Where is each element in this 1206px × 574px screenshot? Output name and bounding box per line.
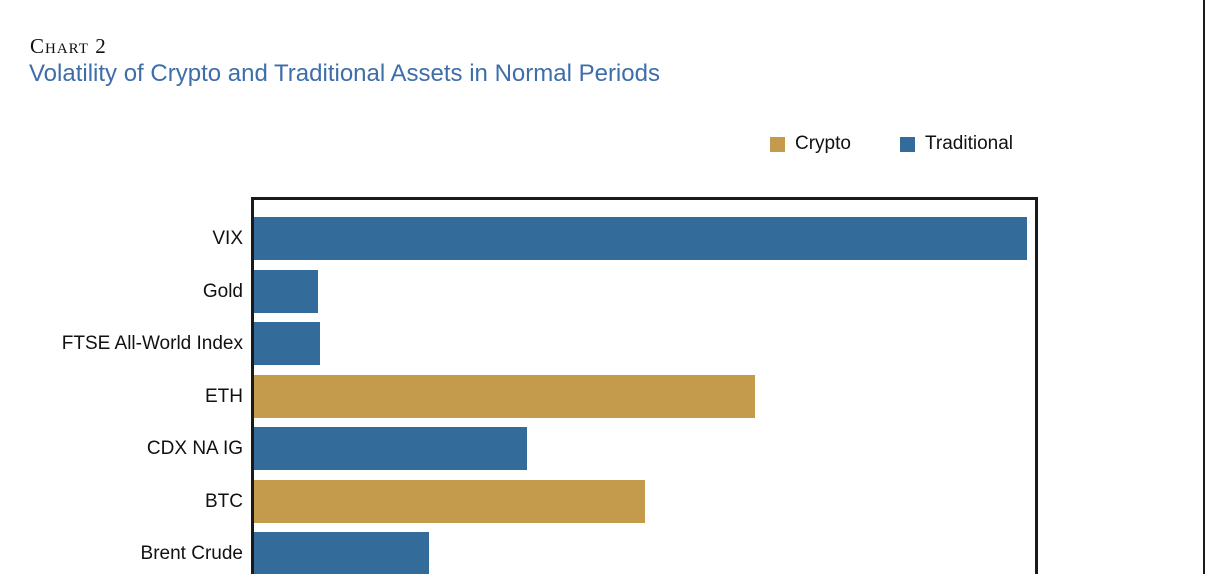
- crypto-swatch-icon: [770, 136, 785, 152]
- legend-label-traditional: Traditional: [925, 133, 1014, 154]
- category-label-gold: Gold: [202, 280, 243, 302]
- plot-area: [251, 197, 1038, 574]
- chart-title: Volatility of Crypto and Traditional Ass…: [29, 60, 660, 87]
- chart-legend: Crypto Traditional: [0, 133, 1206, 155]
- category-label-brent-crude: Brent Crude: [140, 542, 243, 564]
- category-label-ftse-all-world-index: FTSE All-World Index: [61, 332, 243, 354]
- legend-item-traditional: Traditional: [900, 133, 1013, 155]
- bar-ftse-all-world-index: [254, 322, 320, 365]
- bar-gold: [254, 270, 318, 313]
- bar-brent-crude: [254, 532, 429, 574]
- bar-eth: [254, 375, 755, 418]
- category-label-vix: VIX: [212, 227, 243, 249]
- page-right-border-line: [1203, 0, 1205, 574]
- legend-item-crypto: Crypto: [770, 133, 851, 155]
- legend-label-crypto: Crypto: [795, 133, 851, 154]
- traditional-swatch-icon: [900, 136, 915, 152]
- category-label-btc: BTC: [205, 490, 243, 512]
- category-label-eth: ETH: [205, 385, 243, 407]
- chart-number-kicker: Chart 2: [30, 34, 107, 58]
- bar-cdx-na-ig: [254, 427, 527, 470]
- bar-btc: [254, 480, 645, 523]
- bar-vix: [254, 217, 1027, 260]
- category-label-cdx-na-ig: CDX NA IG: [146, 437, 243, 459]
